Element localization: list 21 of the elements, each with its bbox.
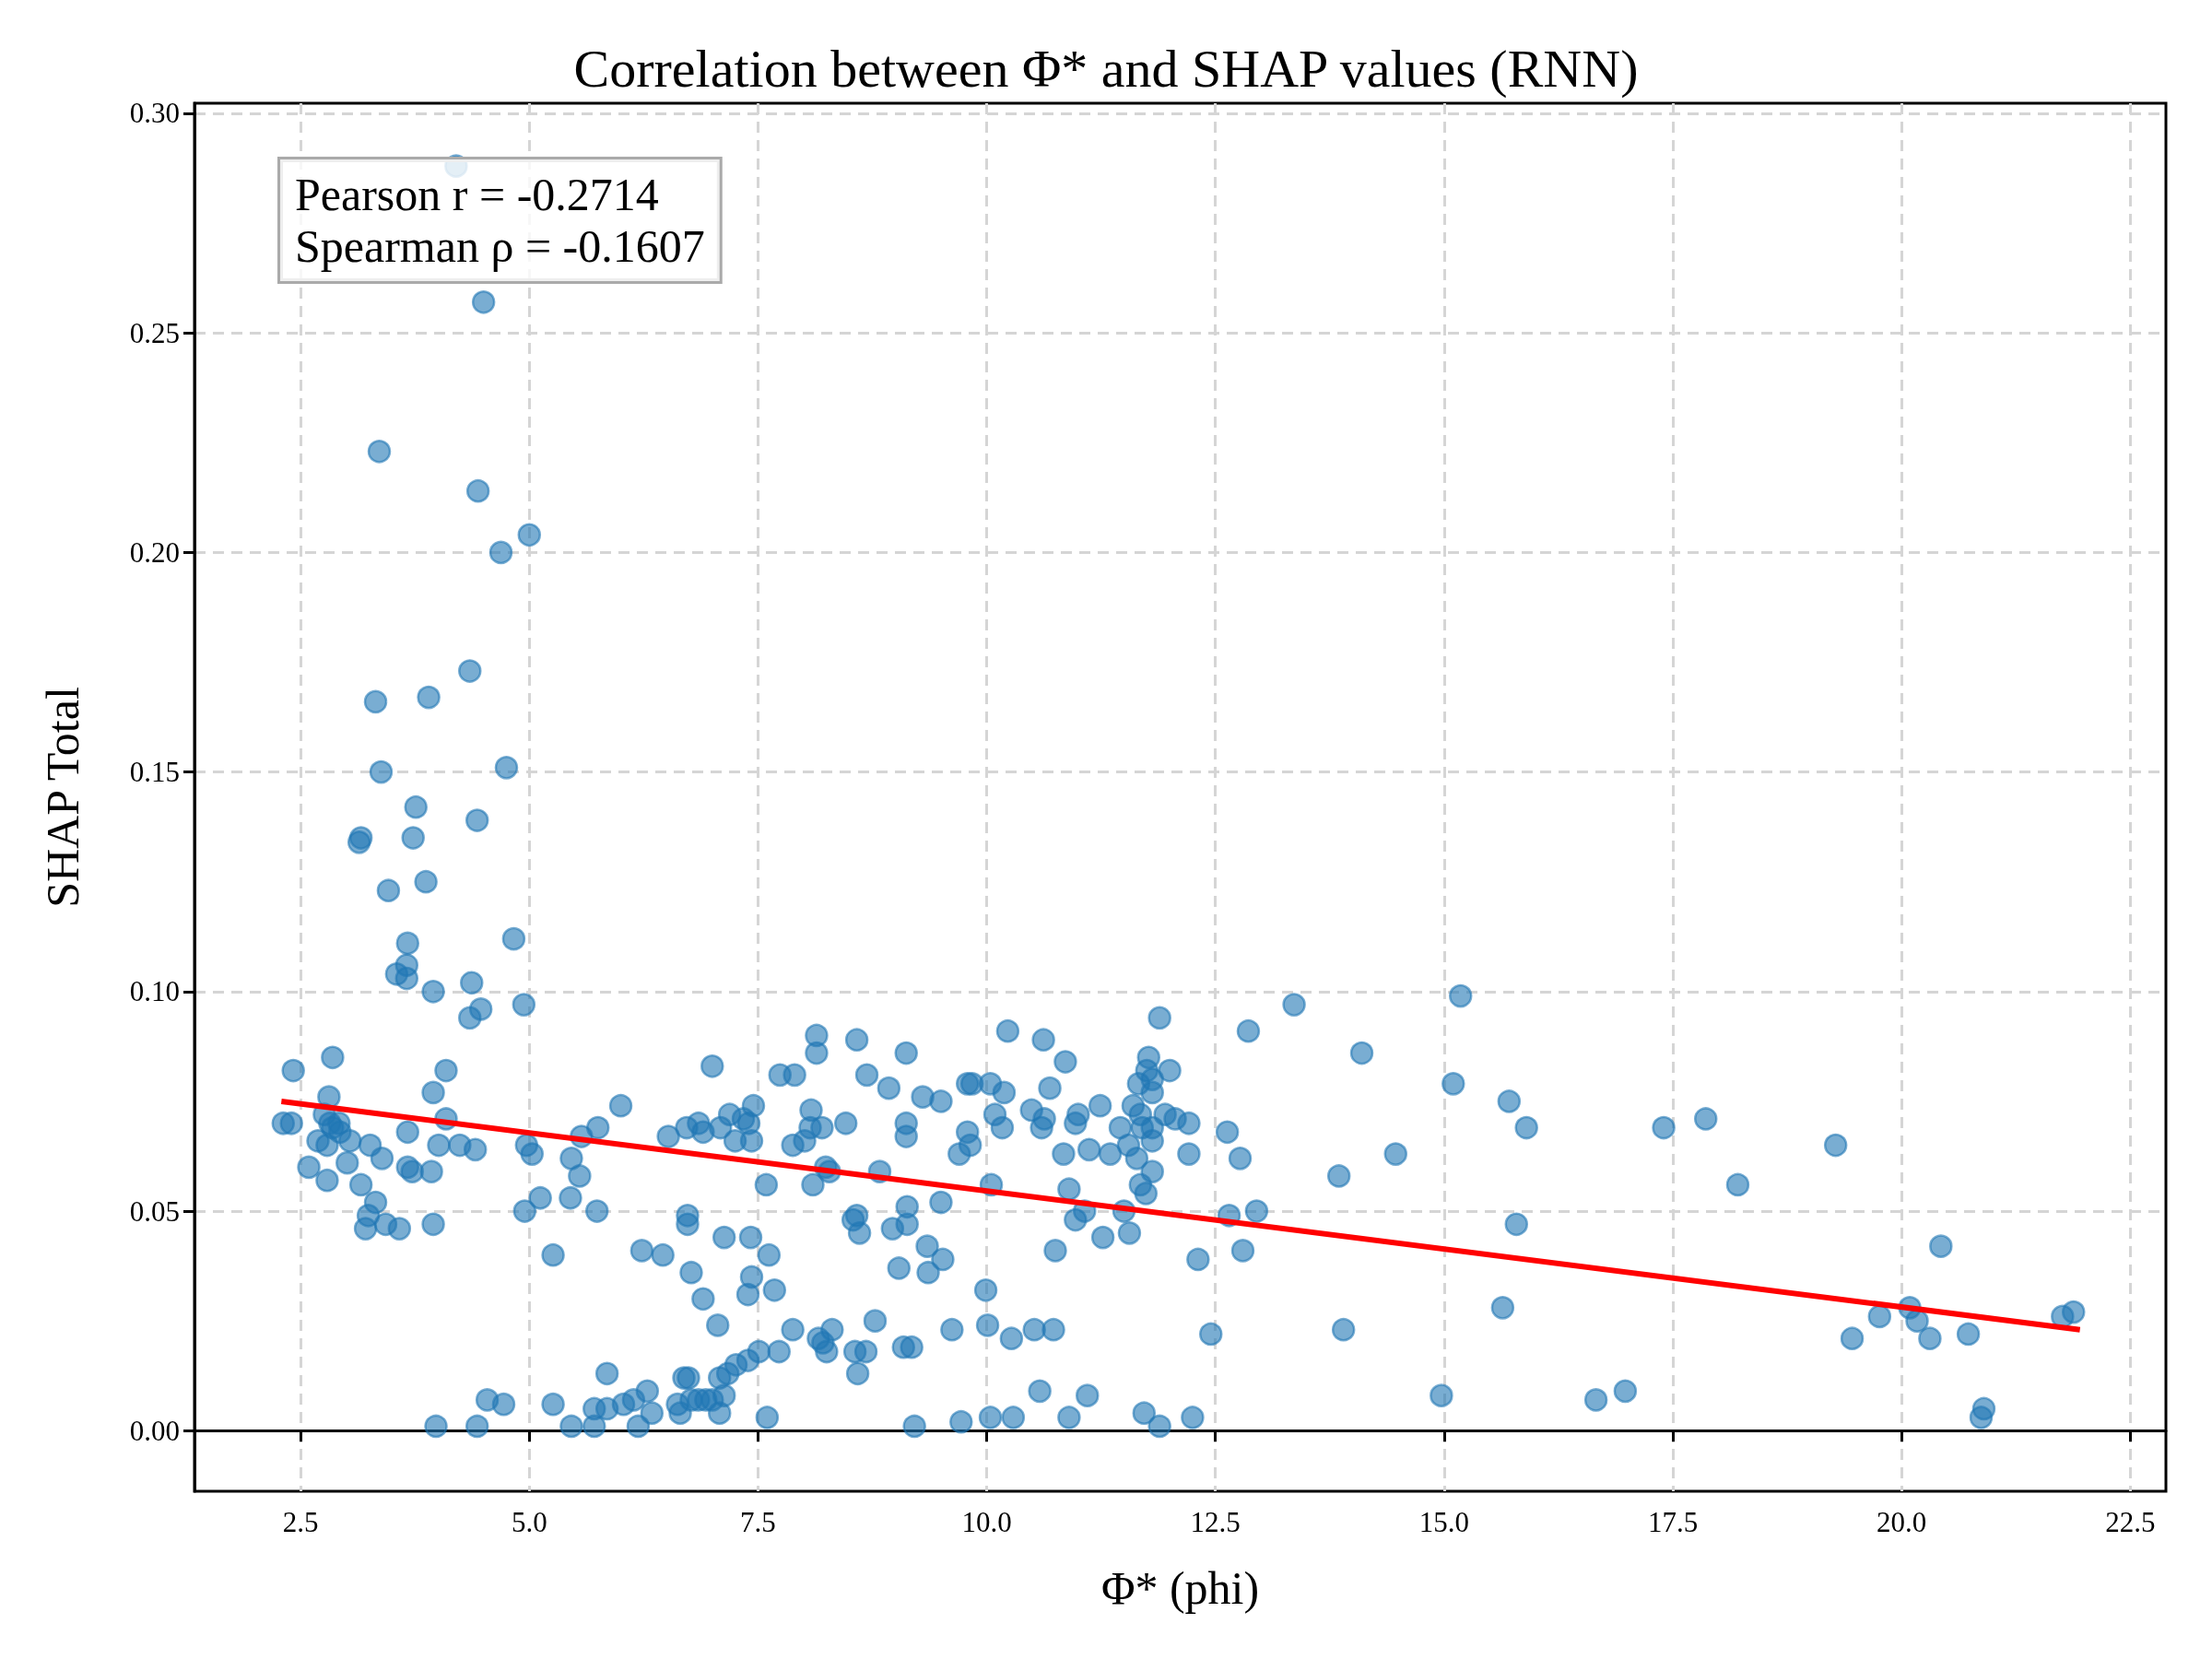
y-tick-label: 0.15 bbox=[129, 756, 180, 789]
x-tick-label: 10.0 bbox=[961, 1506, 1012, 1538]
y-tick-label: 0.00 bbox=[129, 1414, 180, 1447]
x-tick-label: 7.5 bbox=[740, 1506, 776, 1538]
y-tick-label: 0.05 bbox=[129, 1194, 180, 1228]
x-tick-label: 5.0 bbox=[511, 1506, 547, 1538]
x-tick-label: 12.5 bbox=[1190, 1506, 1241, 1538]
x-tick-label: 17.5 bbox=[1647, 1506, 1699, 1538]
x-tick-label: 22.5 bbox=[2105, 1506, 2156, 1538]
x-tick-label: 2.5 bbox=[282, 1506, 319, 1538]
chart-title: Correlation between Φ* and SHAP values (RNN) bbox=[573, 38, 1639, 99]
annotation: Spearman ρ = -0.1607 bbox=[295, 220, 705, 272]
x-tick-label: 20.0 bbox=[1877, 1506, 1927, 1538]
y-tick-label: 0.30 bbox=[129, 97, 180, 130]
annotation: Pearson r = -0.2714 bbox=[295, 169, 659, 220]
x-tick-label: 15.0 bbox=[1418, 1506, 1469, 1538]
x-axis-title: Φ* (phi) bbox=[1100, 1562, 1260, 1614]
y-tick-label: 0.10 bbox=[129, 975, 180, 1008]
y-axis-title: SHAP Total bbox=[37, 687, 88, 908]
y-tick-label: 0.25 bbox=[129, 316, 180, 349]
y-tick-label: 0.20 bbox=[129, 535, 180, 569]
